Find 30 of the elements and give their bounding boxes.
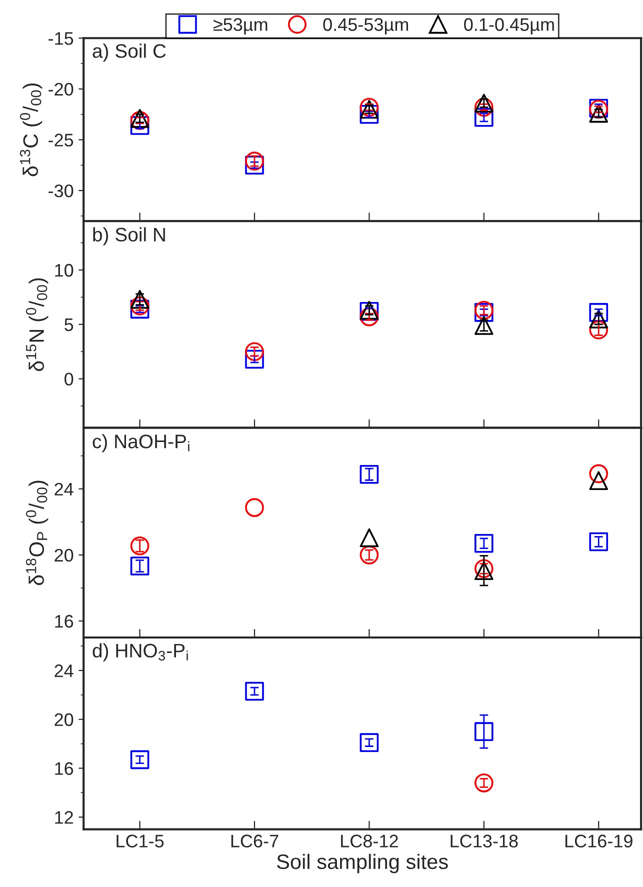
legend-label: ≥53µm (214, 18, 268, 35)
y-tick-label: 20 (54, 548, 74, 562)
x-tick-label: LC1-5 (116, 834, 164, 848)
y-tick-label: 5 (64, 318, 74, 332)
y-tick-label: 24 (54, 664, 74, 678)
text: δ$^{18}$O$_{P}$ ($^{0}$/$_{00}$) (26, 480, 48, 586)
y-tick-label: -20 (48, 82, 74, 96)
y-tick-label: 12 (55, 811, 73, 824)
x-tick-label: LC8-12 (341, 834, 398, 848)
annotation: b) Soil N (93, 227, 165, 246)
legend-label: 0.45-53µm (323, 18, 408, 35)
x-tick-label: LC13-18 (450, 834, 518, 848)
y-tick-label: 16 (55, 614, 74, 628)
y-tick-label: -25 (48, 134, 74, 146)
x-tick-label: LC16-19 (565, 834, 632, 848)
legend-label: 0.1-0.45µm (464, 18, 554, 35)
y-tick-label: 0 (64, 372, 74, 386)
x-axis-title: Soil sampling sites (277, 854, 448, 874)
y-tick-label: 24 (54, 482, 74, 496)
x-tick-label: LC6-7 (231, 834, 278, 848)
y-tick-label: 16 (55, 762, 74, 775)
annotation: d) HNO$_{3}$-P$_{i}$ (92, 643, 188, 662)
y-axis-title: δ$^{15}$N ($^{0}$/$_{00}$) (26, 278, 48, 372)
y-tick-label: -30 (48, 184, 74, 198)
y-tick-label: -15 (48, 32, 74, 45)
annotation: c) NaOH-P$_{i}$ (92, 434, 190, 452)
y-axis-title: δ$^{13}$C ($^{0}$/$_{00}$) (20, 84, 42, 176)
y-tick-label: 20 (54, 713, 74, 726)
annotation: a) Soil C (92, 44, 166, 62)
y-tick-label: 10 (55, 264, 74, 277)
